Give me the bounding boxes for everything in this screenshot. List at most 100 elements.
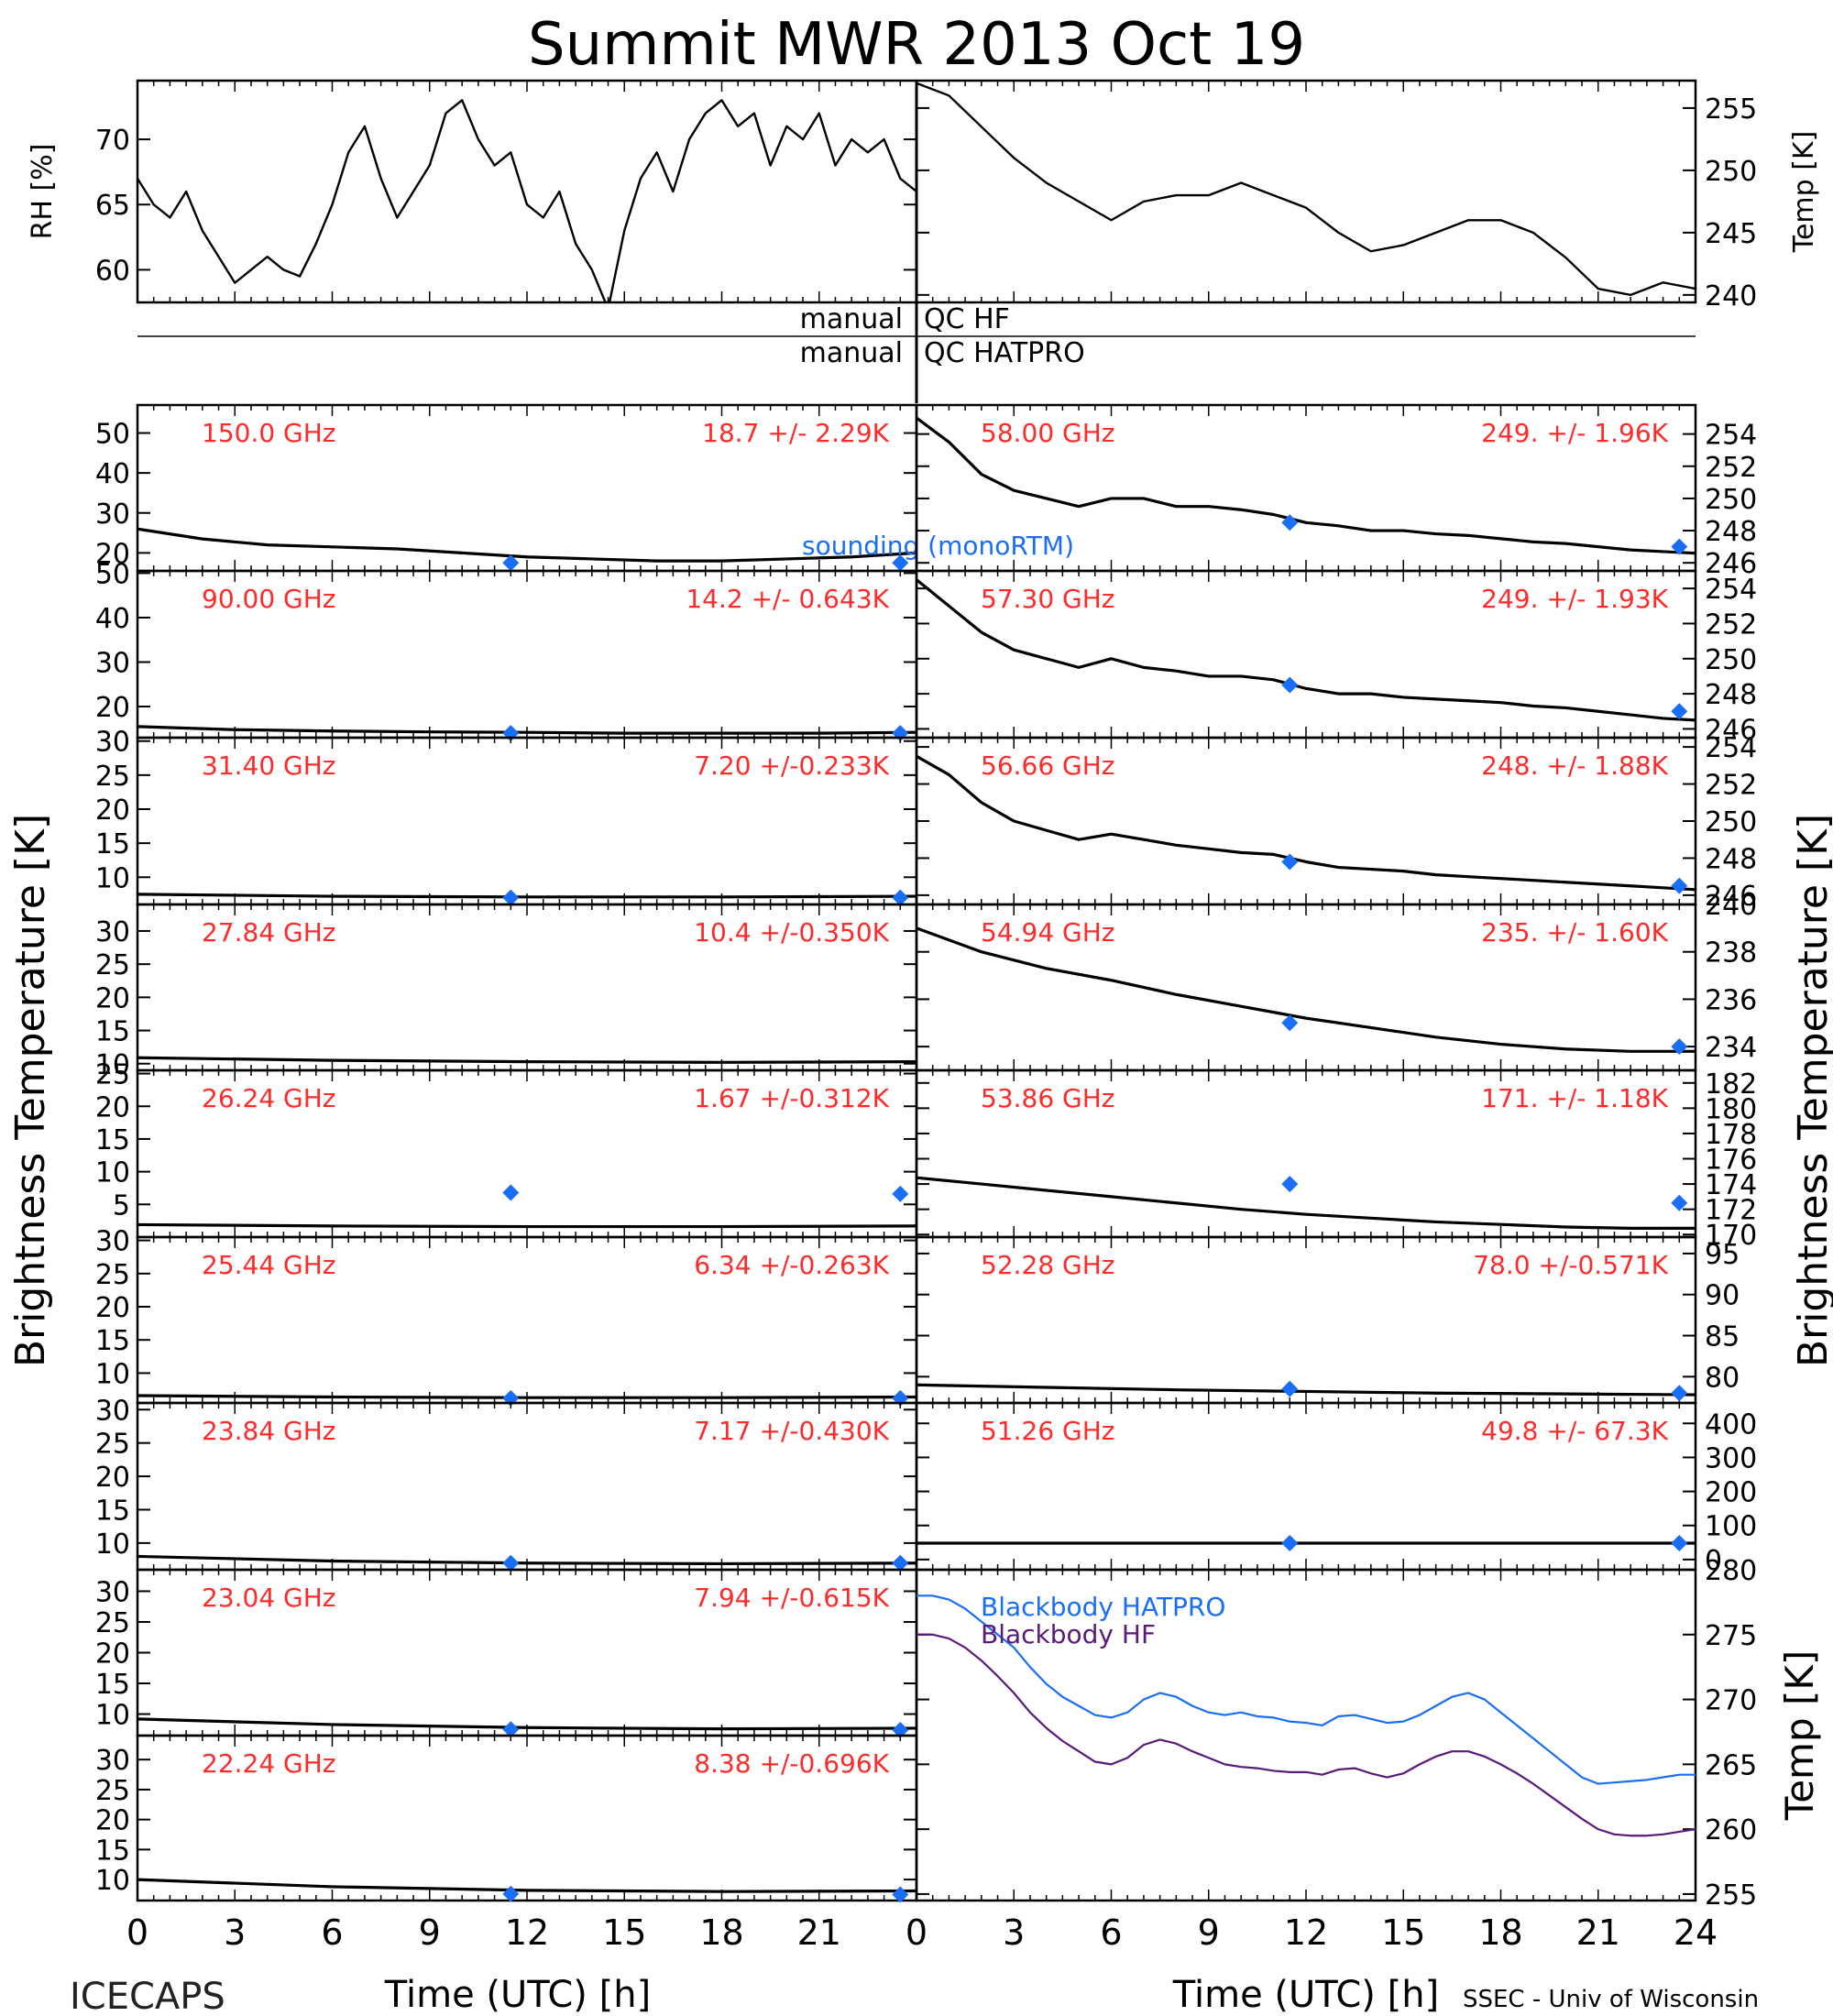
y-tick-label: 15 bbox=[95, 1495, 130, 1527]
sounding-marker bbox=[1281, 853, 1299, 871]
y-tick-label: 80 bbox=[1705, 1362, 1740, 1394]
y-tick-label: 178 bbox=[1705, 1119, 1757, 1151]
y-tick-label: 265 bbox=[1705, 1749, 1757, 1781]
series-line bbox=[916, 82, 1696, 297]
series-line bbox=[137, 1717, 916, 1731]
y-tick-label: 30 bbox=[95, 1745, 130, 1777]
series-line bbox=[137, 1056, 916, 1064]
frequency-label: 56.66 GHz bbox=[981, 751, 1115, 781]
y-tick-label: 30 bbox=[95, 727, 130, 759]
y-tick-label: 248 bbox=[1705, 679, 1757, 711]
sounding-marker bbox=[1671, 703, 1688, 720]
panel-tb_150: 20 30 40 50 150.0 GHz 18.7 +/- 2.29K sounding … bbox=[95, 403, 1074, 573]
sounding-marker bbox=[1281, 1176, 1299, 1193]
stats-label: 7.17 +/-0.430K bbox=[694, 1416, 889, 1446]
y-tick-label: 40 bbox=[95, 458, 130, 490]
frequency-label: 52.28 GHz bbox=[981, 1250, 1115, 1280]
frequency-label: 150.0 GHz bbox=[202, 418, 336, 448]
series-line bbox=[916, 926, 1696, 1053]
y-tick-label: 15 bbox=[95, 1124, 130, 1156]
y-tick-label: 236 bbox=[1705, 984, 1757, 1016]
series-line bbox=[137, 1222, 916, 1229]
stats-label: 249. +/- 1.96K bbox=[1481, 418, 1668, 448]
x-tick-label: 15 bbox=[602, 1912, 646, 1953]
y-tick-label: 25 bbox=[95, 949, 130, 981]
stats-label: 78.0 +/-0.571K bbox=[1473, 1250, 1668, 1280]
y-tick-label: 10 bbox=[95, 1157, 130, 1189]
series-line bbox=[137, 99, 916, 302]
x-tick-label: 9 bbox=[419, 1912, 441, 1953]
y-tick-label: 60 bbox=[95, 255, 130, 287]
sounding-marker bbox=[502, 1184, 520, 1201]
y-tick-label: 20 bbox=[95, 692, 130, 724]
sounding-marker bbox=[1671, 1535, 1688, 1552]
legend-entry: Blackbody HATPRO bbox=[981, 1592, 1225, 1622]
series-line bbox=[137, 1554, 916, 1566]
frequency-label: 90.00 GHz bbox=[202, 584, 336, 614]
y-tick-label: 200 bbox=[1705, 1477, 1757, 1509]
y-tick-label: 15 bbox=[95, 1835, 130, 1867]
sounding-marker bbox=[1281, 1380, 1299, 1397]
x-tick-label: 18 bbox=[1478, 1912, 1522, 1953]
stats-label: 248. +/- 1.88K bbox=[1481, 751, 1668, 781]
y-tick-label: 252 bbox=[1705, 770, 1757, 802]
y-tick-label: 25 bbox=[95, 1429, 130, 1461]
panel-met_temp: 240 245 250 255 Temp [K] bbox=[915, 79, 1820, 312]
footer-ssec: SSEC - Univ of Wisconsin bbox=[1463, 1986, 1759, 2013]
frequency-label: 31.40 GHz bbox=[202, 751, 336, 781]
y-tick-label: 30 bbox=[95, 1576, 130, 1608]
qc-hf-label: QC HF bbox=[924, 303, 1010, 335]
y-tick-label: 20 bbox=[95, 1638, 130, 1671]
x-tick-label: 3 bbox=[224, 1912, 246, 1953]
y-tick-label: 246 bbox=[1705, 714, 1757, 746]
y-tick-label: 400 bbox=[1705, 1408, 1757, 1441]
panel-ylabel: RH [%] bbox=[27, 144, 59, 240]
panel-ylabel: Temp [K] bbox=[1788, 131, 1820, 254]
series-line bbox=[916, 578, 1696, 722]
frequency-label: 23.84 GHz bbox=[202, 1416, 336, 1446]
y-tick-label: 20 bbox=[95, 538, 130, 570]
sounding-marker bbox=[1671, 1038, 1688, 1056]
sounding-marker bbox=[892, 554, 909, 572]
x-tick-label: 0 bbox=[906, 1912, 927, 1953]
y-tick-label: 15 bbox=[95, 1016, 130, 1048]
frequency-label: 53.86 GHz bbox=[981, 1083, 1115, 1113]
y-tick-label: 280 bbox=[1705, 1555, 1757, 1587]
sounding-marker bbox=[502, 889, 520, 906]
y-tick-label: 30 bbox=[95, 916, 130, 948]
frequency-label: 51.26 GHz bbox=[981, 1416, 1115, 1446]
y-tick-label: 15 bbox=[95, 1325, 130, 1357]
series-line bbox=[137, 1878, 916, 1893]
y-tick-label: 5 bbox=[113, 1189, 130, 1222]
y-tick-label: 254 bbox=[1705, 420, 1757, 452]
panel-tb_5666: 246 248 250 252 254 56.66 GHz 248. +/- 1.88K bbox=[915, 732, 1757, 913]
series-line bbox=[916, 1633, 1696, 1837]
footer-icecaps: ICECAPS bbox=[70, 1976, 225, 2016]
sounding-marker bbox=[892, 1554, 909, 1572]
y-tick-label: 170 bbox=[1705, 1220, 1757, 1252]
y-tick-label: 238 bbox=[1705, 937, 1757, 970]
series-line bbox=[916, 416, 1696, 555]
x-tick-label: 21 bbox=[1576, 1912, 1620, 1953]
stats-label: 10.4 +/-0.350K bbox=[694, 917, 889, 948]
y-tick-label: 245 bbox=[1705, 218, 1757, 250]
y-tick-label: 10 bbox=[95, 862, 130, 894]
y-tick-label: 25 bbox=[95, 1607, 130, 1639]
x-tick-label: 12 bbox=[505, 1912, 549, 1953]
panel-tb_5494: 234 236 238 240 54.94 GHz 235. +/- 1.60K bbox=[915, 890, 1757, 1072]
sounding-marker bbox=[1281, 1014, 1299, 1032]
x-tick-label: 12 bbox=[1284, 1912, 1328, 1953]
y-tick-label: 252 bbox=[1705, 608, 1757, 641]
y-tick-label: 174 bbox=[1705, 1169, 1757, 1201]
sounding-marker bbox=[892, 889, 909, 906]
frequency-label: 27.84 GHz bbox=[202, 917, 336, 948]
